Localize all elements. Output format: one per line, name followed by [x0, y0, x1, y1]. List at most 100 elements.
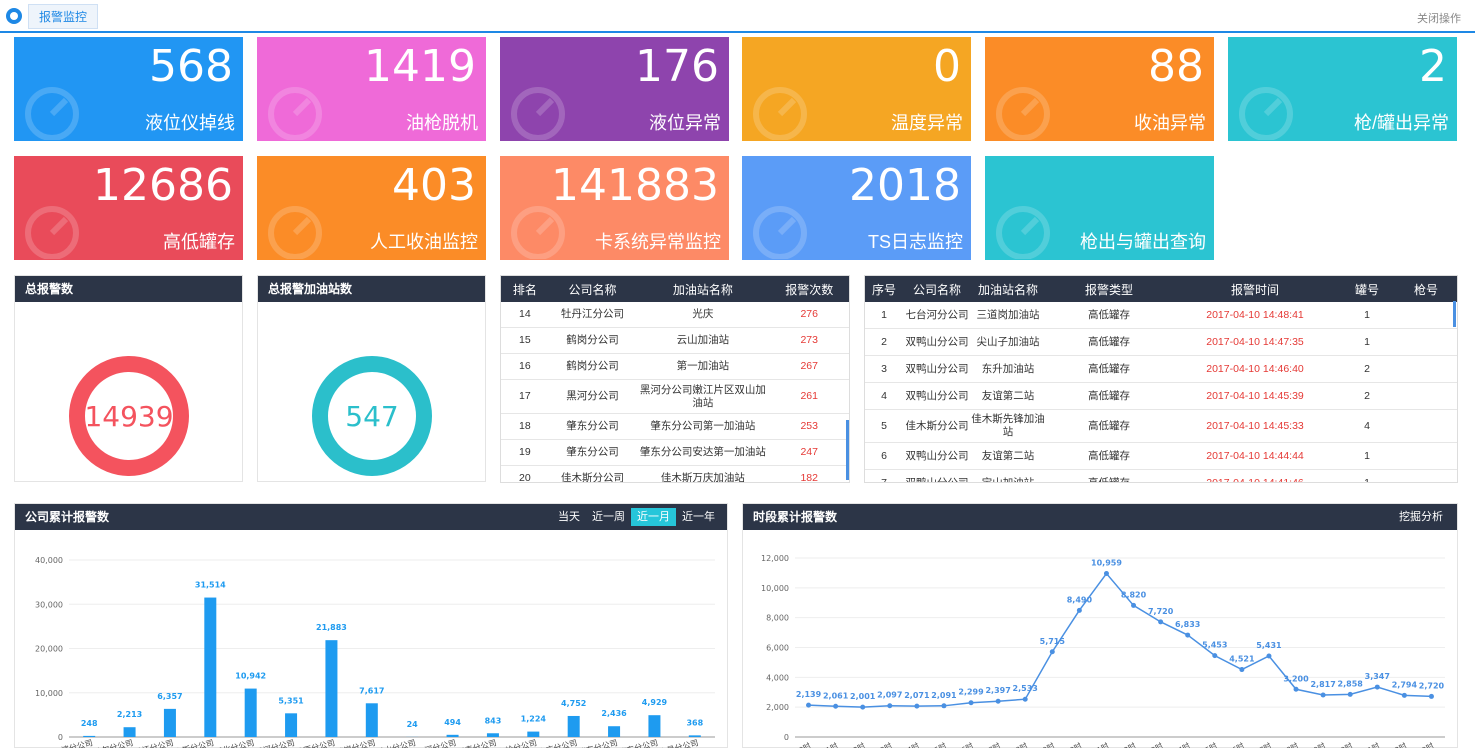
bar[interactable]: [163, 708, 176, 737]
gauge-icon: [508, 80, 568, 141]
data-point[interactable]: [1212, 653, 1218, 659]
data-point[interactable]: [1131, 602, 1137, 608]
range-option[interactable]: 当天: [558, 511, 580, 523]
range-option[interactable]: 近一周: [592, 511, 625, 523]
data-point[interactable]: [1320, 692, 1326, 698]
data-point[interactable]: [1374, 684, 1380, 690]
data-point[interactable]: [1185, 632, 1191, 638]
table-cell: 光庆: [692, 308, 714, 321]
data-point[interactable]: [1293, 686, 1299, 692]
stat-value: 176: [635, 41, 719, 92]
table-row[interactable]: 7 双鸭山分公司 宝山加油站 高低罐存 2017-04-10 14:41:46 1: [865, 470, 1457, 482]
bar[interactable]: [608, 726, 621, 737]
table-row[interactable]: 18 肇东分公司 肇东分公司第一加油站 253: [501, 414, 849, 440]
data-point[interactable]: [968, 700, 974, 706]
x-tick-label: 黑河分公司: [254, 737, 295, 748]
table-row[interactable]: 2 双鸭山分公司 尖山子加油站 高低罐存 2017-04-10 14:47:35 1: [865, 329, 1457, 356]
data-point[interactable]: [833, 703, 839, 709]
bar[interactable]: [527, 731, 540, 737]
bar[interactable]: [688, 735, 701, 737]
data-point[interactable]: [914, 703, 920, 709]
range-option[interactable]: 近一月: [631, 508, 676, 526]
data-point[interactable]: [1076, 607, 1082, 613]
table-cell: 6: [881, 449, 887, 462]
x-tick-label: 鹤岗分公司: [335, 737, 376, 748]
data-point[interactable]: [1347, 691, 1353, 697]
range-option[interactable]: 近一年: [682, 511, 715, 523]
table-row[interactable]: 3 双鸭山分公司 东升加油站 高低罐存 2017-04-10 14:46:40 2: [865, 356, 1457, 383]
table-row[interactable]: 14 牡丹江分公司 光庆 276: [501, 302, 849, 328]
data-label: 2,817: [1310, 680, 1335, 689]
stat-tile-10[interactable]: 枪出与罐出查询: [985, 156, 1214, 260]
data-point[interactable]: [887, 703, 893, 709]
data-point[interactable]: [1401, 692, 1407, 698]
data-point[interactable]: [806, 702, 812, 708]
bar[interactable]: [648, 715, 661, 737]
stat-tile-9[interactable]: 2018 TS日志监控: [742, 156, 971, 260]
table-row[interactable]: 20 佳木斯分公司 佳木斯万庆加油站 182: [501, 466, 849, 482]
table-row[interactable]: 15 鹤岗分公司 云山加油站 273: [501, 328, 849, 354]
table-row[interactable]: 6 双鸭山分公司 友谊第二站 高低罐存 2017-04-10 14:44:44 1: [865, 443, 1457, 470]
table-cell: 双鸭山分公司: [905, 362, 969, 375]
table-row[interactable]: 1 七台河分公司 三道岗加油站 高低罐存 2017-04-10 14:48:41 1: [865, 302, 1457, 329]
stat-value: 568: [149, 41, 233, 92]
table-cell: 尖山子加油站: [976, 335, 1040, 348]
table-row[interactable]: 16 鹤岗分公司 第一加油站 267: [501, 354, 849, 380]
stat-tile-5[interactable]: 2 枪/罐出异常: [1228, 37, 1457, 141]
rank-table-scrollbar[interactable]: [846, 420, 849, 480]
data-point[interactable]: [1266, 653, 1272, 659]
data-label: 368: [686, 718, 703, 727]
bar[interactable]: [244, 688, 257, 737]
table-cell: 2017-04-10 14:47:35: [1206, 335, 1304, 348]
table-cell: 17: [519, 390, 531, 403]
table-row[interactable]: 19 肇东分公司 肇东分公司安达第一加油站 247: [501, 440, 849, 466]
bar[interactable]: [567, 715, 580, 737]
stat-tile-2[interactable]: 176 液位异常: [500, 37, 729, 141]
data-label: 8,820: [1121, 590, 1147, 599]
table-row[interactable]: 4 双鸭山分公司 友谊第二站 高低罐存 2017-04-10 14:45:39 2: [865, 383, 1457, 410]
total-station-title: 总报警加油站数: [258, 276, 485, 302]
stat-tile-8[interactable]: 141883 卡系统异常监控: [500, 156, 729, 260]
table-cell: 1: [881, 308, 887, 321]
table-row[interactable]: 5 佳木斯分公司 佳木斯先锋加油站 高低罐存 2017-04-10 14:45:33 4: [865, 410, 1457, 443]
data-point[interactable]: [1239, 667, 1245, 673]
data-point[interactable]: [1049, 649, 1055, 655]
data-label: 8,490: [1067, 595, 1093, 604]
data-point[interactable]: [995, 698, 1001, 704]
table-row[interactable]: 17 黑河分公司 黑河分公司嫩江片区双山加油站 261: [501, 380, 849, 414]
stat-tile-6[interactable]: 12686 高低罐存: [14, 156, 243, 260]
x-tick-label: 肇东分公司: [577, 737, 618, 748]
bar[interactable]: [486, 733, 499, 737]
home-icon[interactable]: [6, 8, 22, 24]
total-station-value: 547: [345, 400, 398, 433]
bar[interactable]: [325, 640, 338, 737]
table-cell: 247: [800, 446, 818, 459]
y-tick-label: 12,000: [761, 554, 789, 563]
bar[interactable]: [204, 597, 217, 737]
bar[interactable]: [285, 713, 298, 737]
close-operation-menu[interactable]: 关闭操作: [1417, 13, 1461, 25]
alarm-table-scrollbar[interactable]: [1453, 301, 1456, 327]
alarm-header-cell: 加油站名称: [977, 282, 1038, 297]
stat-tile-3[interactable]: 0 温度异常: [742, 37, 971, 141]
stat-tile-7[interactable]: 403 人工收油监控: [257, 156, 486, 260]
stat-tile-1[interactable]: 1419 油枪脱机: [257, 37, 486, 141]
bar[interactable]: [123, 727, 136, 737]
bar[interactable]: [83, 735, 96, 737]
bar[interactable]: [365, 703, 378, 737]
data-point[interactable]: [1022, 696, 1028, 702]
data-label: 2,397: [985, 686, 1010, 695]
data-point[interactable]: [860, 704, 866, 710]
mining-analysis-button[interactable]: 挖掘分析: [1399, 511, 1443, 523]
data-point[interactable]: [1103, 571, 1109, 577]
x-tick-label: 18时: [1280, 740, 1300, 748]
stat-tile-0[interactable]: 568 液位仪掉线: [14, 37, 243, 141]
tab-alarm-monitor[interactable]: 报警监控: [28, 4, 99, 29]
bar[interactable]: [446, 734, 459, 737]
stat-tile-4[interactable]: 88 收油异常: [985, 37, 1214, 141]
data-point[interactable]: [1158, 619, 1164, 625]
search-icon: [993, 199, 1053, 260]
x-tick-label: 13时: [1145, 740, 1165, 748]
data-point[interactable]: [941, 703, 947, 709]
data-point[interactable]: [1428, 693, 1434, 699]
